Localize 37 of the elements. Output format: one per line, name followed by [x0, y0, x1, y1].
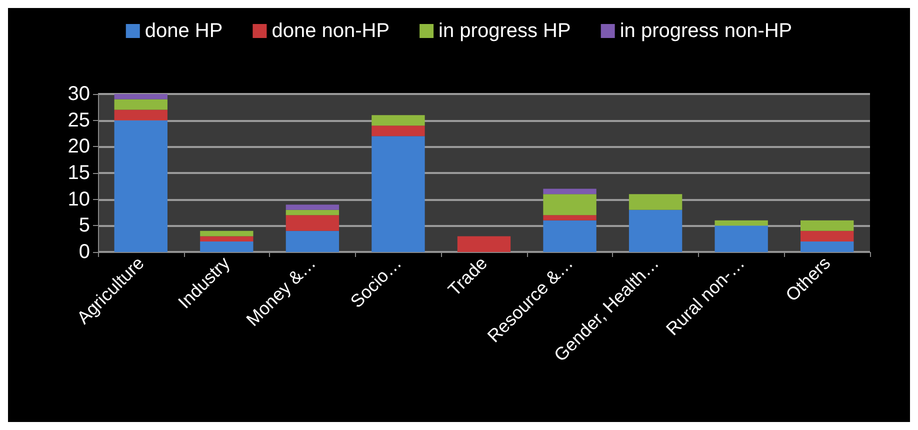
y-tick-label: 15 [68, 162, 90, 184]
bar [200, 236, 254, 242]
bar [543, 194, 596, 216]
bar [543, 188, 596, 194]
bar [800, 230, 854, 242]
bar [114, 94, 168, 100]
bar [800, 220, 854, 231]
legend-label: in progress non-HP [620, 20, 792, 42]
y-tick-label: 20 [68, 136, 90, 158]
bar [286, 230, 340, 252]
y-tick-label: 10 [68, 188, 90, 210]
y-tick-label: 30 [68, 83, 90, 105]
bar [286, 215, 340, 231]
bar [714, 226, 768, 252]
y-tick-label: 25 [68, 109, 90, 132]
y-tick-label: 5 [78, 214, 90, 237]
legend-label: done non-HP [272, 20, 390, 42]
bar [286, 210, 340, 216]
bar [543, 220, 596, 252]
bar [372, 126, 425, 136]
bar [372, 136, 425, 252]
y-tick-label: 0 [78, 241, 90, 263]
bar [200, 241, 254, 252]
legend-label: in progress HP [438, 20, 571, 42]
bar [800, 241, 854, 252]
bar [200, 230, 254, 236]
bar [372, 115, 425, 126]
bar [628, 194, 682, 210]
bar [543, 215, 596, 220]
bar [457, 236, 511, 252]
legend-label: done HP [144, 20, 223, 42]
bar [114, 99, 168, 110]
bar [714, 220, 768, 226]
bar [114, 110, 168, 120]
bar [628, 210, 682, 252]
bar [114, 120, 168, 252]
bar [286, 204, 340, 210]
